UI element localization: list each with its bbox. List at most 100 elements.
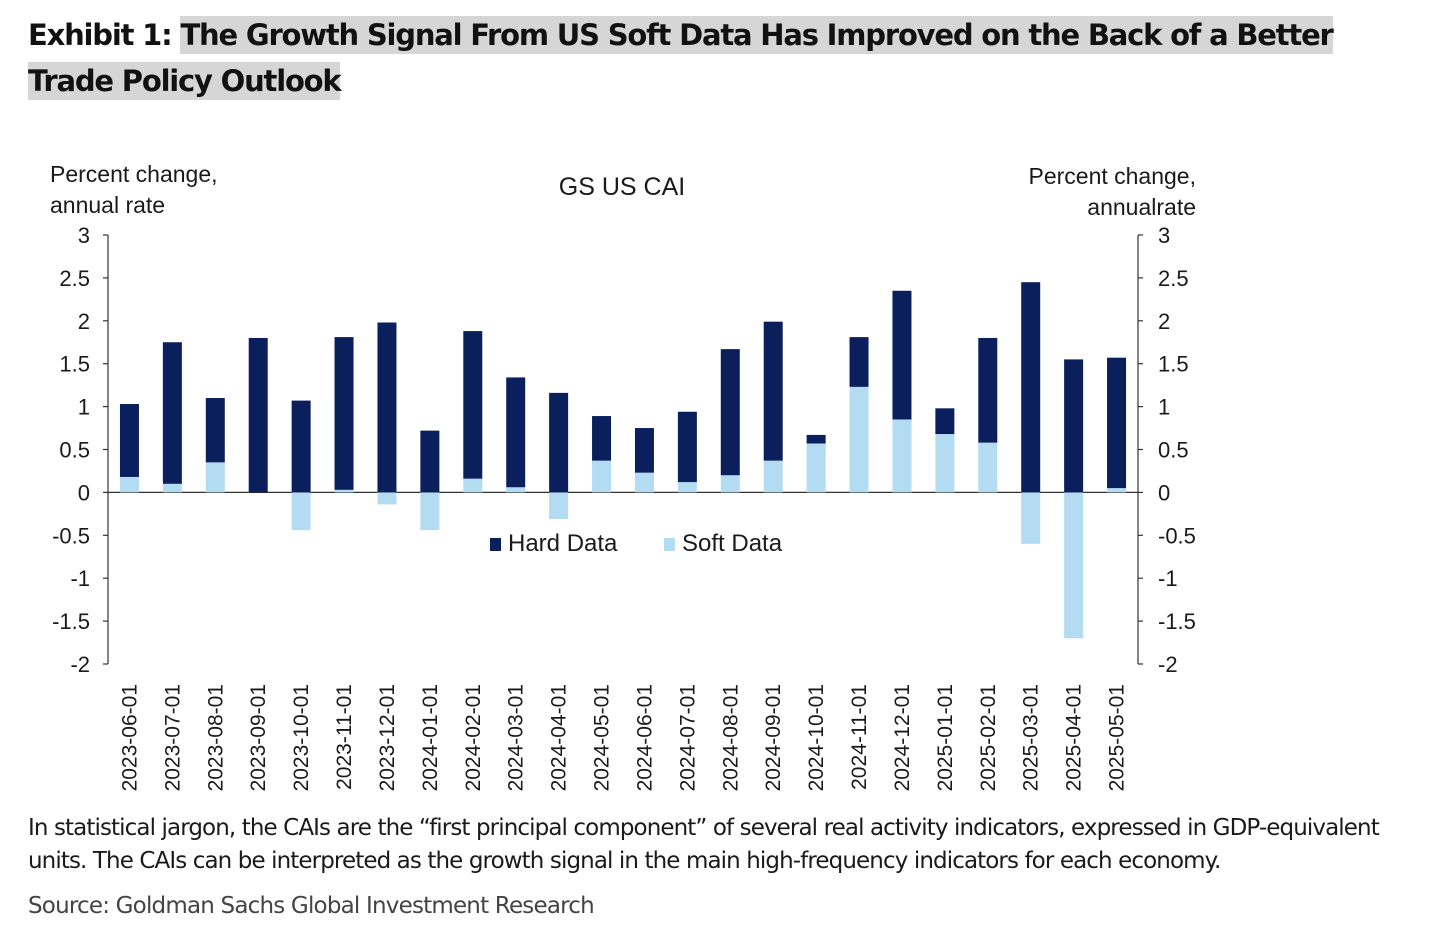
bar-soft-data xyxy=(634,472,654,493)
y-tick-label-right: -2 xyxy=(1158,652,1178,677)
legend-label: Hard Data xyxy=(508,530,618,557)
bar-soft-data xyxy=(162,483,182,493)
x-tick-label: 2024-04-01 xyxy=(548,684,571,791)
y-tick-label-left: 0 xyxy=(78,480,90,505)
y-tick-label-left: 0.5 xyxy=(59,438,90,463)
legend-swatch xyxy=(490,538,501,551)
y-tick-label-left: 2.5 xyxy=(59,266,90,291)
bar-hard-data xyxy=(677,411,697,483)
x-tick-label: 2025-03-01 xyxy=(1020,684,1043,791)
x-tick-label: 2023-09-01 xyxy=(247,684,270,791)
x-tick-label: 2025-01-01 xyxy=(934,684,957,791)
bar-soft-data xyxy=(205,462,225,493)
x-tick-label: 2023-06-01 xyxy=(118,684,141,791)
chart: GS US CAI Percent change, annual rate Per… xyxy=(50,161,1196,791)
x-tick-label: 2023-08-01 xyxy=(204,684,227,791)
x-tick-labels: 2023-06-01 2023-07-01 2023-08-01 2023-09-01… xyxy=(118,684,1128,791)
y-tick-label-right: 2.5 xyxy=(1158,266,1189,291)
x-tick-label: 2024-08-01 xyxy=(719,684,742,791)
bar-soft-data xyxy=(291,492,311,531)
y-tick-label-left: 1 xyxy=(78,395,90,420)
x-tick-label: 2023-10-01 xyxy=(290,684,313,791)
bar-hard-data xyxy=(1021,282,1041,493)
bars xyxy=(119,282,1127,639)
x-tick-label: 2023-11-01 xyxy=(333,684,356,790)
x-tick-label: 2024-01-01 xyxy=(419,684,442,791)
y-tick-label-right: 1.5 xyxy=(1158,352,1189,377)
y-tick-label-left: -1 xyxy=(70,566,90,591)
legend-label: Soft Data xyxy=(682,530,783,557)
bar-hard-data xyxy=(506,377,526,488)
bar-hard-data xyxy=(205,398,225,463)
y-tick-label-right: 0 xyxy=(1158,480,1170,505)
exhibit-title: The Growth Signal From US Soft Data Has … xyxy=(28,16,1334,100)
bar-soft-data xyxy=(1064,492,1084,639)
y-tick-label-left: 1.5 xyxy=(59,352,90,377)
y-tick-label-right: -0.5 xyxy=(1158,523,1196,548)
y-axis-label-right-line: annualrate xyxy=(1087,194,1196,220)
bar-soft-data xyxy=(592,460,612,493)
bar-soft-data xyxy=(549,492,569,519)
bar-hard-data xyxy=(634,428,654,473)
y-tick-label-right: -1.5 xyxy=(1158,609,1196,634)
bar-hard-data xyxy=(463,331,483,479)
bar-soft-data xyxy=(849,386,869,493)
bar-hard-data xyxy=(549,392,569,493)
bar-soft-data xyxy=(935,434,955,493)
source-line: Source: Goldman Sachs Global Investment … xyxy=(28,893,595,919)
bar-soft-data xyxy=(506,487,526,493)
x-tick-label: 2023-12-01 xyxy=(376,684,399,791)
chart-title: GS US CAI xyxy=(559,173,685,201)
x-tick-label: 2023-07-01 xyxy=(161,684,184,791)
x-tick-label: 2024-10-01 xyxy=(805,684,828,791)
bar-hard-data xyxy=(334,337,354,490)
legend: Hard Data Soft Data xyxy=(490,530,783,557)
y-tick-label-right: 3 xyxy=(1158,223,1170,248)
x-tick-label: 2024-07-01 xyxy=(676,684,699,791)
bar-soft-data xyxy=(677,482,697,493)
y-tick-label-right: 1 xyxy=(1158,395,1170,420)
axes: 3 3 2.5 2.5 2 2 1.5 1.5 1 1 0.5 0.5 0 0 -0.5 -0.5 -1 -1 -1… xyxy=(52,223,1196,677)
bar-hard-data xyxy=(935,408,955,435)
y-axis-label-right-line: Percent change, xyxy=(1028,163,1196,189)
footnote: In statistical jargon, the CAIs are the … xyxy=(28,815,1380,874)
y-tick-label-right: 0.5 xyxy=(1158,438,1189,463)
bar-hard-data xyxy=(806,434,826,444)
bar-soft-data xyxy=(763,460,783,493)
bar-soft-data xyxy=(720,475,740,493)
x-tick-label: 2024-03-01 xyxy=(505,684,528,791)
x-tick-label: 2024-02-01 xyxy=(462,684,485,791)
bar-soft-data xyxy=(1107,488,1127,493)
bar-soft-data xyxy=(119,476,139,493)
x-tick-label: 2025-04-01 xyxy=(1063,684,1086,791)
x-tick-label: 2025-05-01 xyxy=(1106,684,1129,791)
exhibit-heading: Exhibit 1: The Growth Signal From US Sof… xyxy=(28,12,1408,104)
y-tick-label-right: -1 xyxy=(1158,566,1178,591)
y-axis-label-right: Percent change, annualrate xyxy=(1028,163,1196,220)
y-tick-label-left: -0.5 xyxy=(52,523,90,548)
bar-soft-data xyxy=(806,443,826,493)
bar-soft-data xyxy=(978,442,998,493)
bar-hard-data xyxy=(377,322,397,493)
y-axis-label-left-line: Percent change, xyxy=(50,161,218,187)
bar-hard-data xyxy=(162,342,182,484)
y-tick-label-left: -2 xyxy=(70,652,90,677)
bar-hard-data xyxy=(592,416,612,461)
bar-hard-data xyxy=(720,349,740,476)
bar-hard-data xyxy=(763,321,783,461)
x-tick-label: 2024-09-01 xyxy=(762,684,785,791)
bar-hard-data xyxy=(849,337,869,387)
y-tick-label-right: 2 xyxy=(1158,309,1170,334)
y-axis-label-left: Percent change, annual rate xyxy=(50,161,218,218)
bar-soft-data xyxy=(377,492,397,505)
x-tick-label: 2024-12-01 xyxy=(891,684,914,791)
exhibit-label: Exhibit 1: xyxy=(28,18,173,52)
bar-soft-data xyxy=(1021,492,1041,544)
x-tick-label: 2025-02-01 xyxy=(977,684,1000,791)
legend-swatch xyxy=(664,538,675,551)
bar-hard-data xyxy=(1064,359,1084,493)
bar-soft-data xyxy=(334,489,354,493)
bar-soft-data xyxy=(463,478,483,493)
bar-hard-data xyxy=(978,337,998,443)
y-tick-label-left: 2 xyxy=(78,309,90,334)
